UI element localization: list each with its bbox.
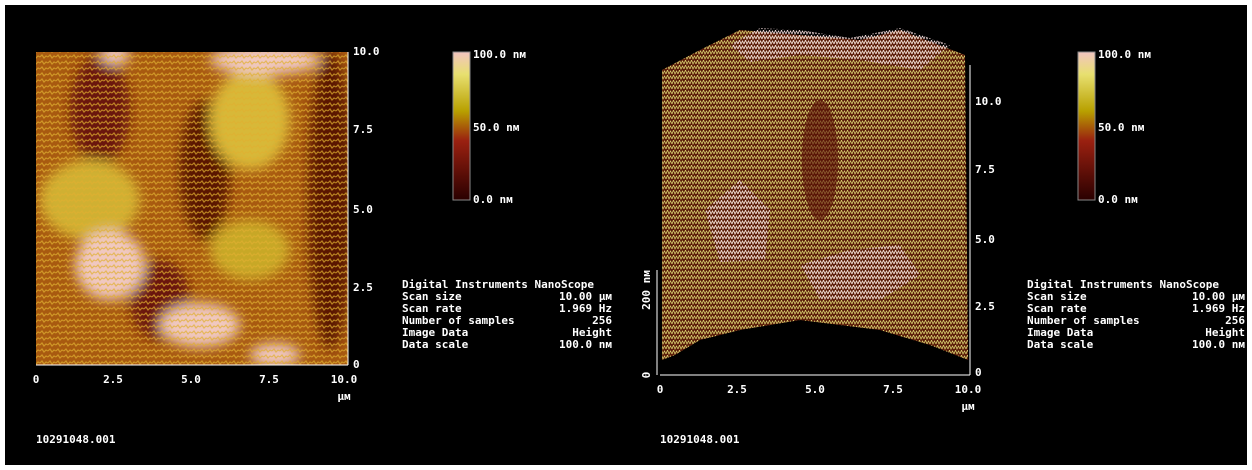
- colorbar-label: 100.0 nм: [1098, 48, 1151, 61]
- screen: 10.0 7.5 5.0 2.5 0 0 2.5 5.0 7.5 10.0 µм…: [0, 0, 1252, 470]
- x-unit: µм: [337, 390, 351, 403]
- info-value: 100.0 nм: [559, 338, 612, 351]
- x-tick-label: 7.5: [883, 383, 903, 396]
- y-tick-label: 10.0: [353, 45, 380, 58]
- x-tick-label: 10.0: [955, 383, 982, 396]
- x-tick-label: 0: [657, 383, 664, 396]
- colorbar-label: 0.0 nм: [473, 193, 513, 206]
- y-tick-label: 2.5: [975, 300, 995, 313]
- file-name: 10291048.001: [36, 433, 116, 446]
- x-tick-label: 7.5: [259, 373, 279, 386]
- x-unit: µм: [961, 400, 975, 413]
- x-tick-label: 2.5: [727, 383, 747, 396]
- colorbar: [453, 52, 470, 200]
- y-tick-label: 0: [353, 358, 360, 371]
- y-tick-label: 7.5: [975, 163, 995, 176]
- height-image: [36, 45, 352, 367]
- y-tick-label: 5.0: [353, 203, 373, 216]
- colorbar-label: 100.0 nм: [473, 48, 526, 61]
- info-value: 100.0 nм: [1192, 338, 1245, 351]
- y-tick-label: 0: [975, 366, 982, 379]
- y-tick-label: 10.0: [975, 95, 1002, 108]
- y-tick-label: 2.5: [353, 281, 373, 294]
- x-tick-label: 10.0: [331, 373, 358, 386]
- colorbar: [1078, 52, 1095, 200]
- surface-3d: [662, 28, 968, 360]
- colorbar-label: 0.0 nм: [1098, 193, 1138, 206]
- z-tick-label: 0: [640, 372, 653, 379]
- y-tick-label: 5.0: [975, 233, 995, 246]
- z-label: 200 nм: [640, 270, 653, 310]
- info-key: Data scale: [402, 338, 469, 351]
- x-tick-label: 5.0: [181, 373, 201, 386]
- x-tick-label: 2.5: [103, 373, 123, 386]
- file-name: 10291048.001: [660, 433, 740, 446]
- colorbar-label: 50.0 nм: [473, 121, 520, 134]
- x-tick-label: 5.0: [805, 383, 825, 396]
- colorbar-label: 50.0 nм: [1098, 121, 1145, 134]
- x-tick-label: 0: [33, 373, 40, 386]
- y-tick-label: 7.5: [353, 123, 373, 136]
- info-key: Data scale: [1027, 338, 1094, 351]
